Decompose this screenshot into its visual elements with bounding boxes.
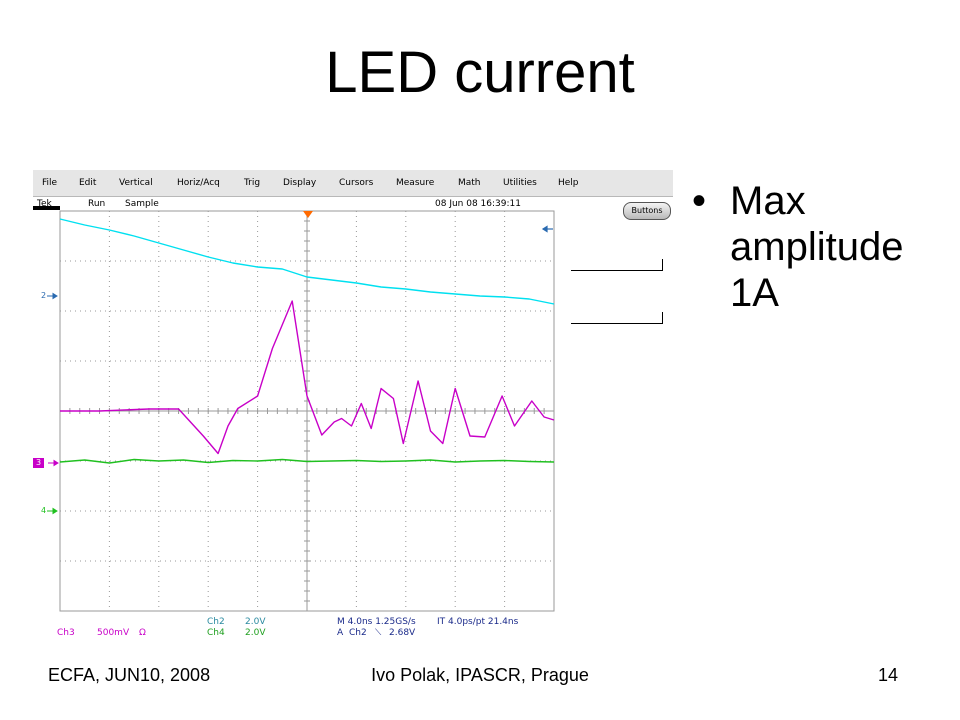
footer-center: Ivo Polak, IPASCR, Prague xyxy=(371,665,589,685)
trace-ch3 xyxy=(60,300,555,455)
menu-help[interactable]: Help xyxy=(558,178,579,188)
menu-cursors[interactable]: Cursors xyxy=(339,178,374,188)
trace-ch4 xyxy=(59,458,555,464)
trigger-position-marker xyxy=(303,211,313,218)
buttons-button[interactable]: Buttons xyxy=(623,202,671,220)
trace-ch2 xyxy=(59,218,555,305)
trigger-source: Ch2 xyxy=(349,628,367,638)
acq-mode: Sample xyxy=(125,199,159,209)
menu-edit[interactable]: Edit xyxy=(79,178,97,188)
ch4-readout-scale: 2.0V xyxy=(245,628,266,638)
scope-brand: Tek xyxy=(37,199,52,209)
trigger-slope-icon: ⟍ xyxy=(375,628,382,638)
ch2-marker-label: 2 xyxy=(41,291,47,300)
ch3-readout-name: Ch3 xyxy=(57,628,75,638)
graticule xyxy=(59,210,555,612)
oscilloscope-screenshot: File Edit Vertical Horiz/Acq Trig Displa… xyxy=(33,170,673,640)
horizontal-readout: M 4.0ns 1.25GS/s xyxy=(337,617,416,627)
scope-menubar: File Edit Vertical Horiz/Acq Trig Displa… xyxy=(33,170,673,197)
ch3-marker-label: 3 xyxy=(33,458,45,468)
menu-measure[interactable]: Measure xyxy=(396,178,435,188)
ch3-readout-scale: 500mV xyxy=(97,628,130,638)
menu-file[interactable]: File xyxy=(42,178,58,188)
page-number: 14 xyxy=(877,665,898,685)
empty-callout-box-1 xyxy=(571,259,663,271)
menu-utilities[interactable]: Utilities xyxy=(503,178,537,188)
footer-left: ECFA, JUN10, 2008 xyxy=(48,665,211,685)
ch2-readout-name: Ch2 xyxy=(207,617,225,627)
ch3-ground-arrow-icon xyxy=(48,459,59,467)
menu-math[interactable]: Math xyxy=(458,178,481,188)
interpolation-readout: IT 4.0ps/pt 21.4ns xyxy=(437,617,519,627)
scope-status-underline xyxy=(33,206,60,210)
ch2-ground-arrow-icon xyxy=(47,292,58,300)
scope-timestamp: 08 Jun 08 16:39:11 xyxy=(435,199,521,209)
ch3-coupling-icon: Ω xyxy=(139,628,146,638)
waveform-traces xyxy=(59,218,555,464)
empty-callout-box-2 xyxy=(571,312,663,324)
bullet-list: • Max amplitude 1A xyxy=(692,178,942,316)
trigger-prefix: A xyxy=(337,628,344,638)
ch4-ground-arrow-icon xyxy=(47,507,58,515)
ch4-readout-name: Ch4 xyxy=(207,628,225,638)
trigger-level-arrow-icon xyxy=(541,225,553,233)
trigger-level: 2.68V xyxy=(389,628,416,638)
slide-title: LED current xyxy=(325,40,635,105)
ch4-marker-label: 4 xyxy=(41,506,47,515)
ch2-readout-scale: 2.0V xyxy=(245,617,266,627)
scope-screen xyxy=(33,206,555,612)
menu-display[interactable]: Display xyxy=(283,178,317,188)
menu-vertical[interactable]: Vertical xyxy=(119,178,153,188)
acq-run-status: Run xyxy=(88,199,106,209)
menu-horiz-acq[interactable]: Horiz/Acq xyxy=(177,178,220,188)
bullet-text: Max amplitude 1A xyxy=(730,179,904,315)
bullet-dot: • xyxy=(692,179,707,223)
menu-trig[interactable]: Trig xyxy=(244,178,261,188)
